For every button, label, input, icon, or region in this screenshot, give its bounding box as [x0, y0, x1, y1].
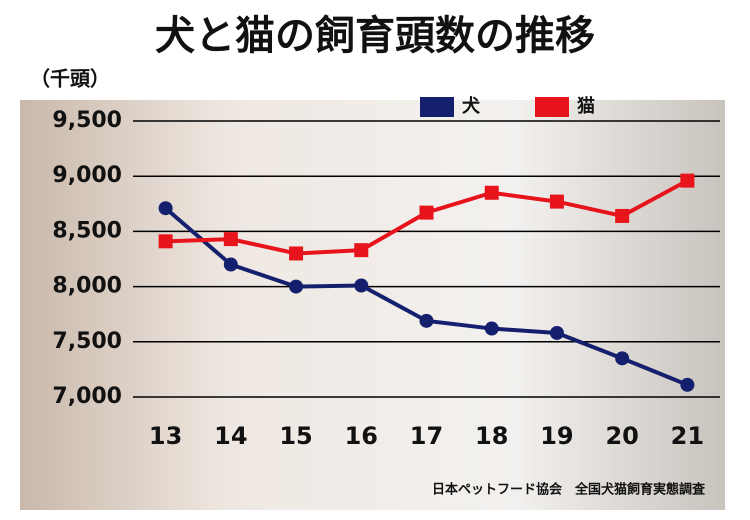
data-point: [549, 325, 564, 340]
data-point: [289, 246, 304, 261]
data-point: [484, 185, 499, 200]
data-point: [289, 279, 304, 294]
data-point: [354, 278, 369, 293]
legend-swatch: [535, 97, 569, 117]
x-tick-label: 17: [410, 422, 443, 450]
legend-label: 犬: [462, 95, 481, 117]
data-point: [549, 194, 564, 209]
chart-title: 犬と猫の飼育頭数の推移: [155, 13, 595, 59]
x-tick-label: 13: [149, 422, 182, 450]
data-point: [615, 351, 630, 366]
x-tick-label: 20: [605, 422, 638, 450]
legend-swatch: [420, 97, 454, 117]
data-point: [223, 257, 238, 272]
source: 日本ペットフード協会 全国犬猫飼育実態調査: [432, 482, 706, 498]
background: [20, 100, 725, 510]
data-point: [223, 232, 238, 247]
y-unit: （千頭）: [30, 67, 110, 91]
x-tick-label: 18: [475, 422, 508, 450]
x-tick-label: 16: [345, 422, 378, 450]
x-tick-label: 15: [279, 422, 312, 450]
legend-label: 猫: [577, 95, 595, 117]
data-point: [158, 201, 173, 216]
data-point: [354, 243, 369, 258]
y-tick-label: 7,500: [52, 329, 122, 354]
x-tick-label: 21: [671, 422, 704, 450]
data-point: [680, 173, 695, 188]
data-point: [419, 313, 434, 328]
data-point: [419, 205, 434, 220]
data-point: [680, 377, 695, 392]
y-tick-label: 8,500: [52, 218, 122, 243]
x-tick-label: 14: [214, 422, 247, 450]
data-point: [484, 321, 499, 336]
y-tick-label: 9,000: [52, 163, 122, 188]
data-point: [158, 234, 173, 249]
x-tick-label: 19: [540, 422, 573, 450]
y-tick-label: 9,500: [52, 108, 122, 133]
data-point: [615, 208, 630, 223]
y-tick-label: 7,000: [52, 384, 122, 409]
y-tick-label: 8,000: [52, 274, 122, 299]
